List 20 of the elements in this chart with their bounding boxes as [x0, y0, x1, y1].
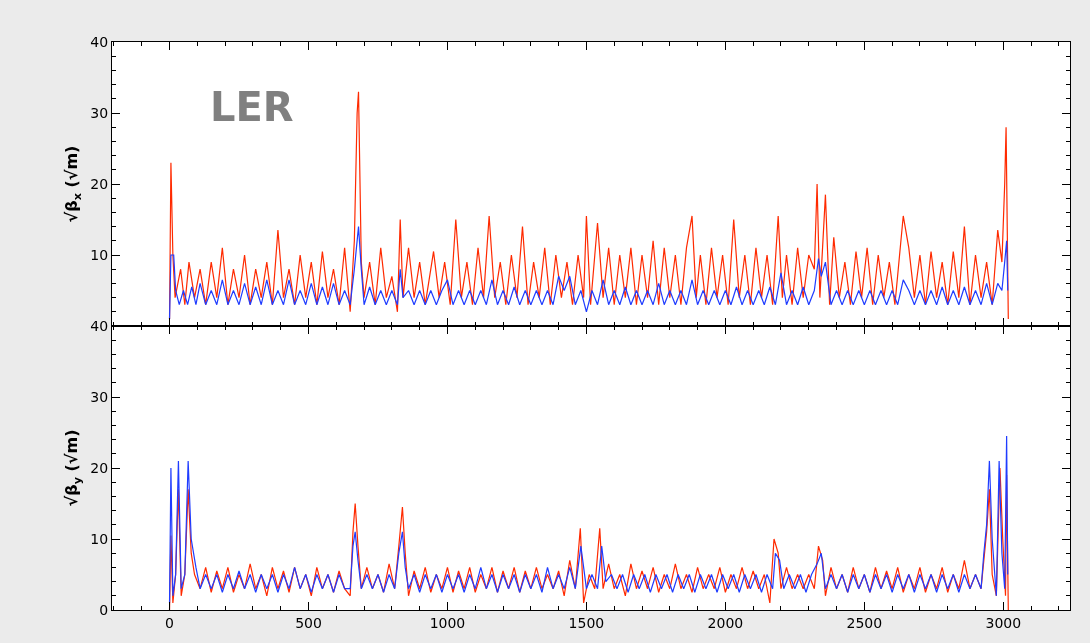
y-tick-label: 10	[90, 530, 109, 547]
line-series	[168, 435, 1009, 604]
line-series	[168, 91, 1009, 320]
line-series	[168, 226, 1009, 320]
y-tick-label: 40	[90, 33, 109, 50]
x-tick-label: 500	[295, 614, 322, 631]
x-tick-label: 1500	[568, 614, 605, 631]
annotation: LER	[210, 84, 294, 130]
y-tick-label: 30	[90, 388, 109, 405]
y-tick-label: 0	[99, 601, 109, 618]
y-tick-label: 30	[90, 104, 109, 121]
y-tick-label: 20	[90, 175, 109, 192]
x-tick-label: 0	[165, 614, 174, 631]
y-tick-label: 20	[90, 459, 109, 476]
x-tick-label: 2000	[707, 614, 744, 631]
y-tick-label: 40	[90, 317, 109, 334]
x-tick-label: 1000	[429, 614, 466, 631]
x-tick-label: 2500	[846, 614, 883, 631]
x-tick-label: 3000	[985, 614, 1022, 631]
y-tick-label: 10	[90, 246, 109, 263]
